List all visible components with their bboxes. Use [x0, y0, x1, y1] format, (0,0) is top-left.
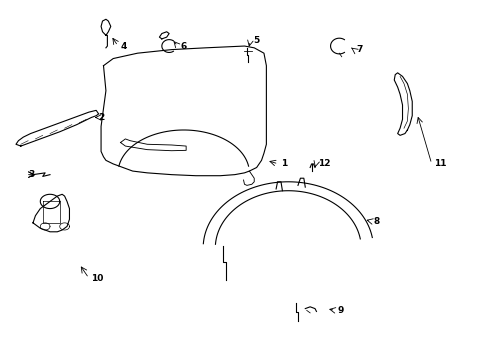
- Polygon shape: [393, 73, 411, 135]
- Text: 3: 3: [28, 170, 34, 179]
- Text: 5: 5: [252, 36, 259, 45]
- Polygon shape: [33, 194, 69, 232]
- Text: 4: 4: [120, 41, 126, 50]
- Text: 9: 9: [337, 306, 344, 315]
- Text: 2: 2: [99, 113, 104, 122]
- Text: 7: 7: [356, 45, 362, 54]
- Polygon shape: [16, 111, 99, 146]
- Text: 11: 11: [433, 159, 446, 168]
- Text: 1: 1: [281, 159, 286, 168]
- Text: 8: 8: [372, 217, 379, 226]
- Text: 12: 12: [318, 159, 330, 168]
- Text: 6: 6: [180, 41, 186, 50]
- Text: 10: 10: [91, 274, 103, 283]
